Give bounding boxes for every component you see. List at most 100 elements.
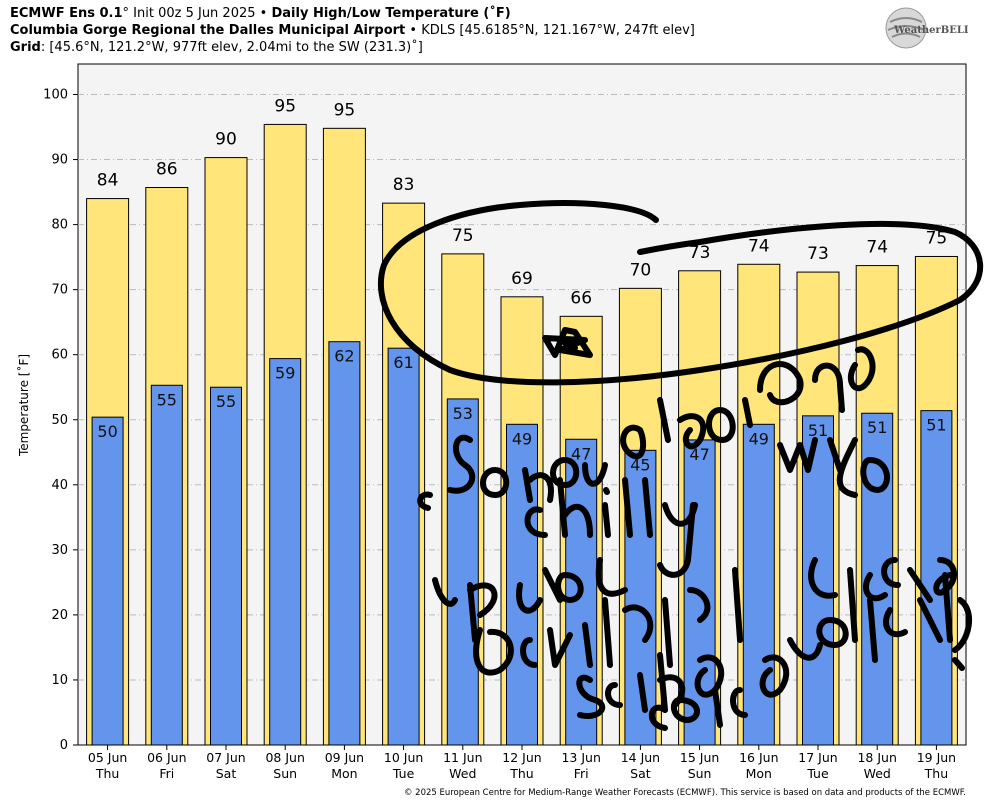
high-value-label: 66 <box>570 288 592 308</box>
x-tick-day: Mon <box>746 766 772 781</box>
low-value-label: 53 <box>453 404 473 423</box>
handwritten-scribble-10 <box>816 572 973 663</box>
low-value-label: 49 <box>512 429 532 448</box>
x-tick-date: 19 Jun <box>917 750 956 765</box>
low-bar <box>446 398 479 746</box>
low-labels: 50 55 55 59 62 61 53 49 47 45 47 49 51 51 51 <box>97 347 946 475</box>
high-value-label: 73 <box>807 244 829 264</box>
handwritten-scribble-2 <box>524 477 698 578</box>
y-tick-label: 60 <box>51 348 68 363</box>
x-tick-date: 14 Jun <box>621 750 660 765</box>
station-details: KDLS [45.6185°N, 121.167°W, 247ft elev] <box>421 23 695 38</box>
high-labels: 84 86 90 95 95 83 75 69 66 70 73 74 73 74 75 <box>97 96 947 308</box>
high-value-label: 69 <box>511 269 533 289</box>
header-bullet-2: • <box>409 23 418 38</box>
low-bar <box>210 386 242 746</box>
x-tick-day: Tue <box>806 766 829 781</box>
grid-details: : [45.6°N, 121.2°W, 977ft elev, 2.04mi t… <box>40 40 423 55</box>
low-value-label: 49 <box>749 429 769 448</box>
x-tick-date: 11 Jun <box>443 750 482 765</box>
high-value-label: 70 <box>630 260 652 280</box>
y-tick-label: 20 <box>51 608 68 623</box>
y-tick-label: 80 <box>51 218 68 233</box>
handwritten-scribble-4 <box>757 346 890 498</box>
low-value-label: 51 <box>867 418 887 437</box>
x-tick-date: 09 Jun <box>325 750 364 765</box>
low-bar <box>269 358 302 746</box>
low-value-label: 62 <box>334 347 354 366</box>
weatherbell-globe-icon <box>885 7 927 49</box>
high-value-label: 84 <box>97 171 119 191</box>
low-bar <box>91 416 124 746</box>
x-tick-day: Thu <box>95 766 119 781</box>
y-tick-label: 90 <box>51 153 68 168</box>
y-tick-label: 0 <box>60 738 68 753</box>
high-value-label: 90 <box>215 130 237 150</box>
y-axis: 0 10 20 30 40 50 60 70 80 90 100 <box>43 88 78 753</box>
x-tick-date: 12 Jun <box>502 750 541 765</box>
handwritten-scribble-1 <box>417 434 608 511</box>
handwriting-overlay <box>377 200 984 731</box>
low-value-label: 61 <box>393 353 413 372</box>
handwritten-scribble-5 <box>432 557 628 643</box>
product-name: Daily High/Low Temperature (˚F) <box>271 6 511 21</box>
x-tick-date: 08 Jun <box>265 750 304 765</box>
y-tick-label: 50 <box>51 413 68 428</box>
y-tick-label: 10 <box>51 673 68 688</box>
x-tick-day: Sun <box>688 766 712 781</box>
y-tick-label: 40 <box>51 478 68 493</box>
high-value-label: 75 <box>452 226 474 246</box>
low-value-label: 51 <box>808 421 828 440</box>
x-tick-day: Tue <box>392 766 415 781</box>
low-value-label: 47 <box>689 445 709 464</box>
x-tick-date: 10 Jun <box>384 750 423 765</box>
grid-label: Grid <box>10 40 41 55</box>
y-tick-label: 30 <box>51 543 68 558</box>
x-tick-date: 05 Jun <box>88 750 127 765</box>
high-value-label: 74 <box>748 236 770 256</box>
header-line-1: ECMWF Ens 0.1° Init 00z 5 Jun 2025 • Dai… <box>10 6 511 22</box>
low-bar <box>387 347 420 746</box>
handwritten-scribble-7 <box>576 652 725 719</box>
x-tick-day: Fri <box>159 766 174 781</box>
x-tick-date: 06 Jun <box>147 750 186 765</box>
weatherbell-logo: WeatherBELL <box>885 7 968 49</box>
x-tick-day: Wed <box>449 766 476 781</box>
copyright-notice: © 2025 European Centre for Medium-Range … <box>403 788 966 798</box>
high-value-label: 95 <box>274 96 296 116</box>
x-tick-day: Mon <box>331 766 357 781</box>
low-value-label: 45 <box>630 455 650 474</box>
x-tick-date: 16 Jun <box>739 750 778 765</box>
low-bar <box>624 449 657 746</box>
handwritten-scribble-8 <box>648 637 823 731</box>
low-value-label: 59 <box>275 364 295 383</box>
handwritten-scribble-3 <box>620 397 753 460</box>
handwritten-scribble-9 <box>808 557 965 671</box>
high-value-label: 83 <box>393 175 415 195</box>
init-time: Init 00z 5 Jun 2025 <box>133 6 256 21</box>
high-value-label: 86 <box>156 160 178 180</box>
logo-text: WeatherBELL <box>893 25 968 36</box>
handwritten-scribble-6 <box>473 567 743 676</box>
handwritten-circle <box>377 200 984 386</box>
high-value-label: 75 <box>926 228 948 248</box>
handwritten-star <box>542 327 593 358</box>
low-value-label: 47 <box>571 444 591 463</box>
low-value-label: 51 <box>926 416 946 435</box>
model-degree: ° <box>122 6 130 21</box>
x-tick-date: 17 Jun <box>798 750 837 765</box>
x-tick-day: Fri <box>574 766 589 781</box>
x-tick-day: Thu <box>924 766 948 781</box>
low-bar <box>328 341 361 746</box>
x-tick-day: Sat <box>216 766 237 781</box>
y-axis-label: Temperature [˚F] <box>16 354 31 457</box>
y-tick-label: 70 <box>51 283 68 298</box>
high-value-label: 74 <box>866 238 888 258</box>
x-tick-date: 15 Jun <box>680 750 719 765</box>
station-name: Columbia Gorge Regional the Dalles Munic… <box>10 23 406 38</box>
header-line-3: Grid: [45.6°N, 121.2°W, 977ft elev, 2.04… <box>10 40 423 56</box>
low-bar <box>150 384 183 746</box>
low-value-label: 55 <box>157 390 177 409</box>
